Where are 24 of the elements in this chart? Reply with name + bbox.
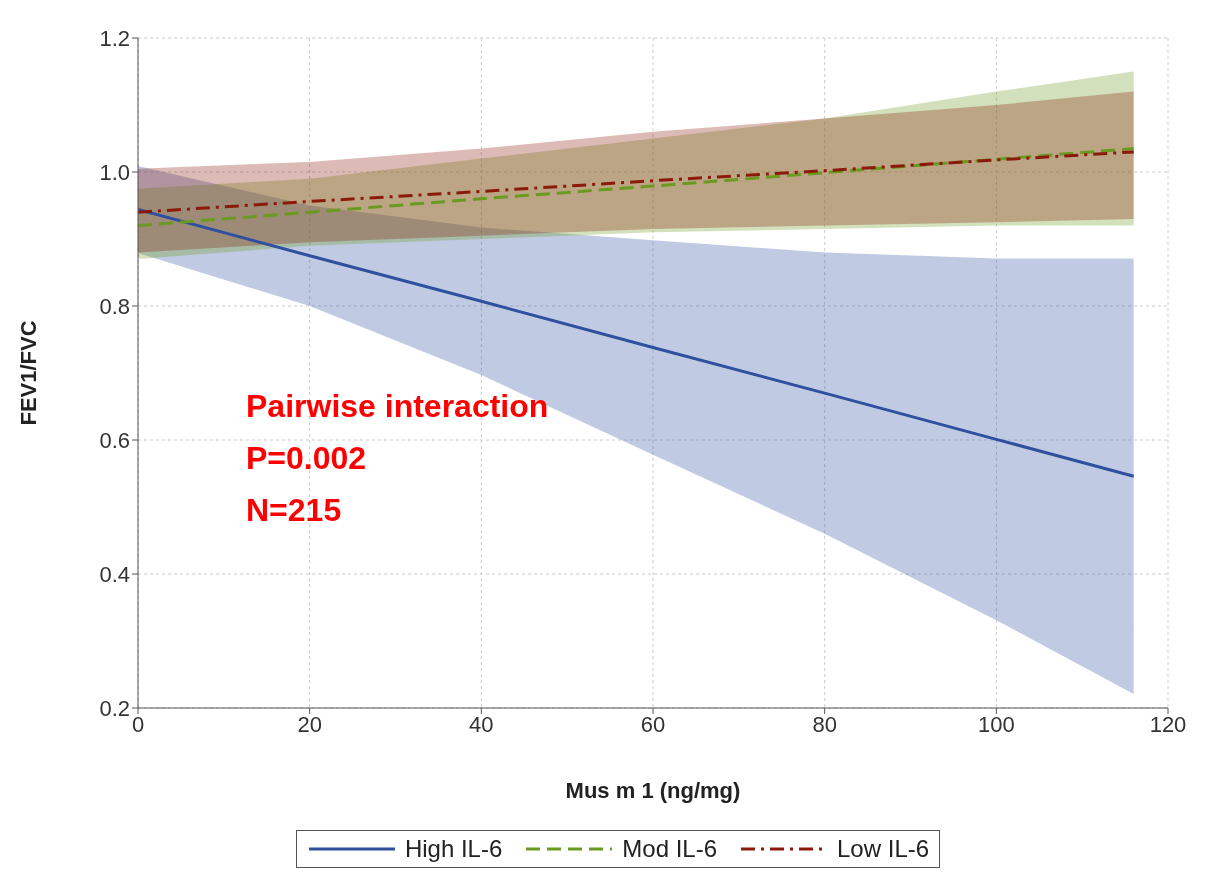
x-tick-label: 20 — [297, 711, 322, 737]
x-tick-label: 0 — [131, 711, 145, 737]
y-axis-title: FEV1/FVC — [15, 320, 41, 426]
line-series — [138, 150, 1136, 214]
line-series — [138, 147, 1136, 228]
x-tick-label: 60 — [640, 711, 666, 737]
y-tick-label: 0.8 — [99, 293, 130, 319]
y-tick-label: 1.0 — [99, 159, 130, 185]
annotation: Pairwise interaction — [246, 387, 549, 426]
y-tick-label: 0.2 — [99, 695, 130, 721]
y-tick-label: 1.2 — [99, 25, 130, 51]
legend-label: High IL-6 — [404, 835, 503, 863]
legend-label: Low IL-6 — [837, 835, 930, 863]
y-tick-label: 0.6 — [99, 427, 130, 453]
line-series — [138, 208, 1136, 478]
x-tick-label: 100 — [977, 711, 1015, 737]
annotation: N=215 — [246, 491, 343, 530]
legend-label: Mod IL-6 — [622, 835, 718, 863]
x-axis-title: Mus m 1 (ng/mg) — [565, 778, 741, 803]
x-tick-label: 120 — [1149, 711, 1187, 737]
y-tick-label: 0.4 — [99, 561, 130, 587]
x-tick-label: 40 — [469, 711, 494, 737]
x-tick-label: 80 — [812, 711, 837, 737]
annotation: P=0.002 — [246, 439, 368, 478]
